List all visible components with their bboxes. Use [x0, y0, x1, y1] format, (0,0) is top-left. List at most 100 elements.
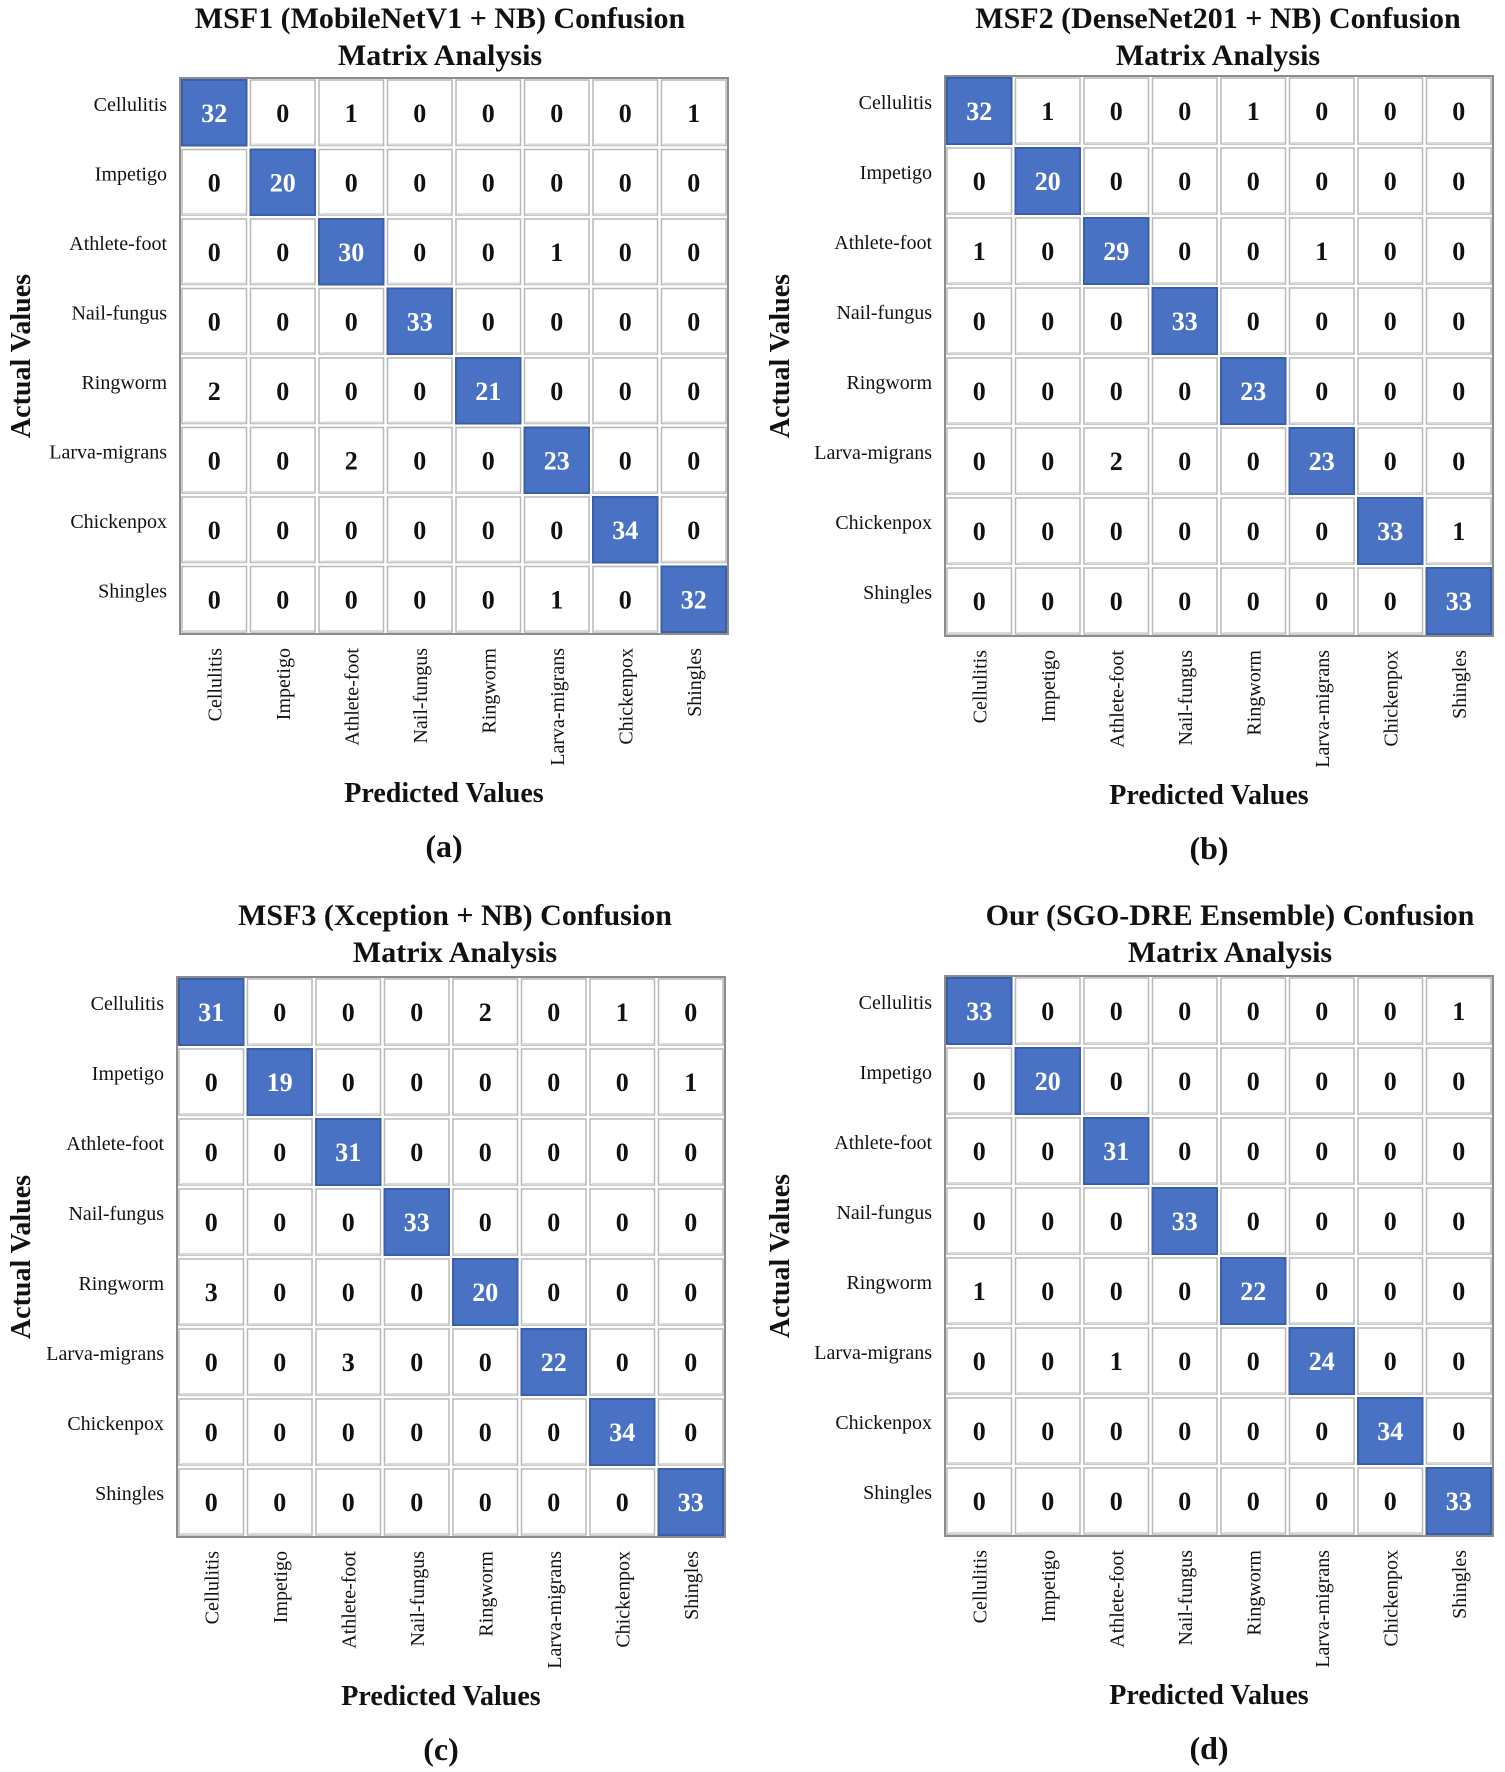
cell-value: 0 [273, 1348, 286, 1377]
y-axis-label: Actual Values [765, 1174, 796, 1338]
matrix-cell [249, 79, 316, 147]
matrix-cell [1425, 77, 1492, 145]
cell-value: 0 [410, 1278, 423, 1307]
matrix-cell [1014, 427, 1081, 495]
matrix-cell [1151, 1117, 1218, 1185]
matrix-cell [1288, 147, 1355, 215]
matrix-cell [660, 357, 727, 425]
matrix-cell [452, 1328, 519, 1396]
matrix-cell [1357, 357, 1424, 425]
cell-value: 0 [616, 1208, 629, 1237]
matrix-cell [1425, 1187, 1492, 1255]
matrix-cell [657, 1328, 724, 1396]
cell-value: 0 [208, 238, 221, 267]
cell-value: 0 [1041, 1207, 1054, 1236]
cell-value: 0 [273, 1278, 286, 1307]
matrix-cell [1083, 1397, 1150, 1465]
matrix-cell [1220, 1047, 1287, 1115]
matrix-cell [1083, 567, 1150, 635]
cell-value: 33 [404, 1208, 430, 1237]
row-label-cellulitis: Cellulitis [859, 92, 933, 114]
cell-value: 0 [1110, 1277, 1123, 1306]
matrix-cell-diagonal [1425, 1467, 1492, 1535]
row-label-chickenpox: Chickenpox [835, 1412, 932, 1434]
matrix-cell [383, 1118, 450, 1186]
cell-value: 0 [1110, 997, 1123, 1026]
col-label-impetigo: Impetigo [1038, 650, 1060, 722]
matrix-frame [944, 75, 1494, 637]
matrix-cell [1151, 1397, 1218, 1465]
matrix-cell-diagonal [1151, 1187, 1218, 1255]
col-label-larva-migrans: Larva-migrans [1312, 1550, 1334, 1668]
cell-value: 0 [479, 1068, 492, 1097]
matrix-cell [589, 1328, 656, 1396]
matrix-cell [1288, 1187, 1355, 1255]
row-label-athlete-foot: Athlete-foot [66, 1133, 164, 1155]
confusion-matrix-panel-c: MSF3 (Xception + NB) Confusion Matrix Ana… [6, 899, 726, 1767]
matrix-cell [520, 1118, 587, 1186]
matrix-cell [1083, 427, 1150, 495]
cell-value: 1 [345, 99, 358, 128]
matrix-cell [1220, 287, 1287, 355]
matrix-cell [1288, 1117, 1355, 1185]
matrix-cell [178, 1118, 245, 1186]
cell-value: 0 [547, 998, 560, 1027]
cell-value: 0 [619, 238, 632, 267]
cell-value: 0 [973, 1137, 986, 1166]
matrix-cell-diagonal [1288, 1327, 1355, 1395]
row-label-impetigo: Impetigo [92, 1063, 164, 1085]
cell-value: 0 [1041, 1137, 1054, 1166]
matrix-cell [1288, 1047, 1355, 1115]
col-label-athlete-foot: Athlete-foot [1106, 1550, 1128, 1648]
cell-value: 0 [1178, 997, 1191, 1026]
matrix-cell [383, 1328, 450, 1396]
cell-value: 0 [1315, 1137, 1328, 1166]
matrix-cell [1425, 497, 1492, 565]
matrix-cell-diagonal [657, 1468, 724, 1536]
matrix-cell [1083, 1047, 1150, 1115]
cell-value: 0 [616, 1068, 629, 1097]
cell-value: 19 [267, 1068, 293, 1097]
row-label-shingles: Shingles [95, 1483, 164, 1505]
matrix-cell [589, 1118, 656, 1186]
cell-value: 33 [1172, 1207, 1198, 1236]
cell-value: 30 [338, 238, 364, 267]
x-axis-label: Predicted Values [1109, 780, 1308, 811]
cell-value: 0 [342, 1208, 355, 1237]
col-label-chickenpox: Chickenpox [1380, 1550, 1402, 1647]
matrix-cell [178, 1468, 245, 1536]
row-label-nail-fungus: Nail-fungus [71, 302, 167, 324]
col-label-chickenpox: Chickenpox [612, 1551, 634, 1648]
col-label-shingles: Shingles [681, 1551, 703, 1620]
cell-value: 0 [973, 1347, 986, 1376]
cell-value: 23 [544, 446, 570, 475]
cell-value: 0 [547, 1278, 560, 1307]
cell-value: 1 [616, 998, 629, 1027]
cell-value: 0 [1315, 97, 1328, 126]
cell-value: 0 [1247, 447, 1260, 476]
row-label-nail-fungus: Nail-fungus [836, 302, 932, 324]
matrix-cell [520, 1258, 587, 1326]
cell-value: 0 [1315, 997, 1328, 1026]
matrix-frame [176, 976, 726, 1538]
matrix-cell [315, 1328, 382, 1396]
cell-value: 0 [1247, 1487, 1260, 1516]
col-label-nail-fungus: Nail-fungus [1175, 1550, 1197, 1646]
col-label-nail-fungus: Nail-fungus [407, 1551, 429, 1647]
cell-value: 0 [1452, 447, 1465, 476]
cell-value: 0 [1247, 1417, 1260, 1446]
cell-value: 0 [1247, 1137, 1260, 1166]
cell-value: 0 [1452, 1067, 1465, 1096]
cell-value: 24 [1309, 1347, 1335, 1376]
matrix-cell-diagonal [383, 1188, 450, 1256]
cell-value: 0 [413, 377, 426, 406]
matrix-cell [1014, 497, 1081, 565]
matrix-cell [1014, 1187, 1081, 1255]
col-label-athlete-foot: Athlete-foot [1106, 650, 1128, 748]
matrix-cell [1357, 1467, 1424, 1535]
matrix-cell [523, 496, 590, 564]
matrix-cell [1288, 497, 1355, 565]
cell-value: 0 [413, 516, 426, 545]
matrix-cell [523, 565, 590, 633]
